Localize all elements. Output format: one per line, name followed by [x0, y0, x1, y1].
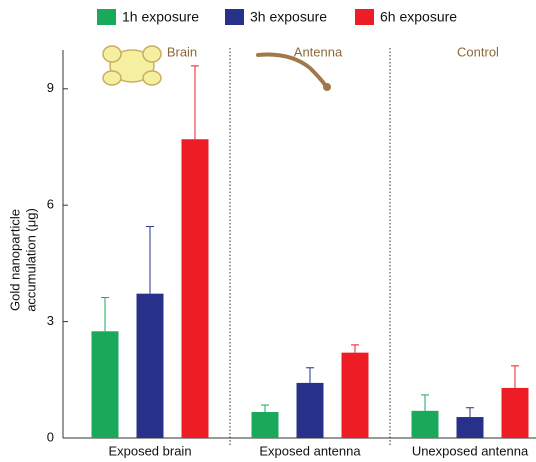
antenna-icon: [256, 52, 328, 88]
bar: [91, 331, 119, 438]
x-tick-label: Unexposed antenna: [412, 443, 529, 458]
bar: [136, 293, 164, 438]
bar: [456, 417, 484, 438]
legend-label: 3h exposure: [250, 9, 327, 25]
bar: [296, 382, 324, 438]
brain-icon: [102, 45, 162, 86]
y-axis-label: accumulation (μg): [23, 208, 38, 312]
bar: [251, 412, 279, 438]
legend-swatch: [97, 9, 116, 25]
y-tick-label: 6: [47, 197, 54, 212]
bar: [411, 410, 439, 438]
annotation: Antenna: [294, 44, 343, 59]
x-tick-label: Exposed antenna: [259, 443, 361, 458]
y-tick-label: 3: [47, 313, 54, 328]
legend-swatch: [225, 9, 244, 25]
bar: [181, 139, 209, 439]
legend-label: 1h exposure: [122, 9, 199, 25]
annotation: Control: [457, 44, 499, 59]
antenna-tip: [323, 83, 331, 91]
legend-swatch: [355, 9, 374, 25]
annotation: Brain: [167, 44, 197, 59]
bar: [341, 352, 369, 438]
y-tick-label: 0: [47, 429, 54, 444]
y-axis-label: Gold nanoparticle: [7, 209, 22, 311]
legend-label: 6h exposure: [380, 9, 457, 25]
bar: [501, 387, 529, 438]
x-tick-label: Exposed brain: [108, 443, 191, 458]
y-tick-label: 9: [47, 80, 54, 95]
